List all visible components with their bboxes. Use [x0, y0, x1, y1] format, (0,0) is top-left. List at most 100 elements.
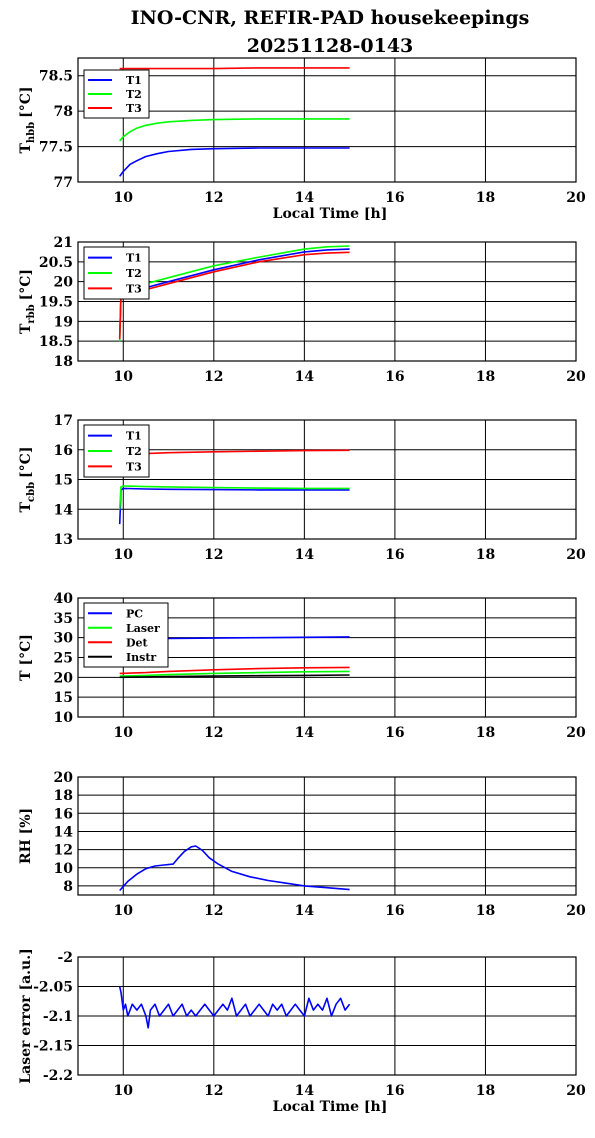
y-tick-label: 77.5	[39, 140, 73, 156]
y-tick-label: 15	[54, 473, 73, 489]
x-tick-label: 12	[204, 903, 223, 919]
x-tick-label: 10	[114, 903, 134, 919]
y-tick-label: 78	[54, 104, 73, 120]
plot-frame	[77, 419, 577, 540]
x-tick-label: 12	[204, 369, 223, 385]
x-tick-label: 20	[566, 1083, 586, 1099]
series-line-t2	[119, 118, 350, 142]
y-tick-label: 8	[63, 879, 73, 895]
x-tick-label: 14	[295, 190, 315, 206]
y-tick-label: 40	[54, 591, 74, 607]
y-tick-label: 19	[54, 314, 73, 330]
x-tick-label: 18	[476, 369, 495, 385]
x-tick-label: 20	[566, 725, 586, 741]
y-axis-label: T [°C]	[18, 634, 34, 681]
y-axis-label-main: T	[18, 143, 34, 154]
x-tick-label: 10	[114, 725, 134, 741]
series-line-t3	[123, 449, 350, 455]
x-tick-label: 10	[114, 547, 134, 563]
x-tick-label: 14	[295, 1083, 315, 1099]
y-tick-label: -2.2	[43, 1068, 73, 1084]
y-axis-label: Trbb [°C]	[18, 269, 37, 334]
x-tick-label: 10	[114, 190, 134, 206]
y-tick-label: 15	[54, 690, 73, 706]
y-tick-label: 35	[54, 611, 73, 627]
plot-frame	[77, 956, 577, 1076]
y-axis-label-main: T	[18, 323, 34, 334]
legend-label: PC	[126, 607, 143, 620]
x-tick-label: 12	[204, 1083, 223, 1099]
legend: T1 T2 T3	[83, 246, 150, 300]
legend-label: T3	[126, 282, 142, 295]
x-tick-label: 10	[114, 1083, 134, 1099]
y-tick-label: -2.15	[33, 1039, 73, 1055]
y-tick-label: 13	[54, 532, 73, 548]
figure-title-line2: 20251128-0143	[247, 35, 414, 57]
y-tick-label: -2	[57, 950, 73, 966]
x-tick-label: 18	[476, 725, 495, 741]
chart-panel-5: 8 10 12 14 16 18 20 10 12 14 16 18 20 RH [%]	[18, 770, 586, 919]
y-axis-label-subscript: rbb	[26, 304, 37, 323]
legend-label: T3	[126, 102, 142, 115]
y-axis-label-unit: [°C]	[18, 86, 34, 117]
legend-label: T2	[126, 445, 142, 458]
y-tick-label: 12	[54, 843, 73, 859]
y-axis-label-main: T	[18, 501, 34, 512]
y-tick-label: 20	[54, 275, 74, 291]
x-tick-label: 10	[114, 369, 134, 385]
y-axis-label-main: Laser error [a.u.]	[18, 948, 34, 1083]
x-tick-label: 14	[295, 547, 315, 563]
chart-panel-2: 18 18.5 19 19.5 20 20.5 21 10 12 14 16 18 20 Trbb [°C]…	[18, 235, 586, 385]
y-tick-label: 20	[54, 770, 74, 786]
y-tick-label: 30	[54, 631, 74, 647]
series-line-t1	[119, 147, 350, 177]
y-tick-label: 25	[54, 651, 73, 667]
x-tick-label: 20	[566, 369, 586, 385]
y-tick-label: 16	[54, 806, 73, 822]
y-tick-label: 18.5	[39, 334, 73, 350]
chart-panel-6: -2.2 -2.15 -2.1 -2.05 -2 10 12 14 16 18 20 Laser er…	[18, 948, 586, 1115]
y-tick-label: 20.5	[39, 255, 73, 271]
x-tick-label: 16	[385, 1083, 404, 1099]
y-axis-label-unit: [°C]	[18, 269, 34, 300]
x-tick-label: 18	[476, 1083, 495, 1099]
y-tick-label: 16	[54, 443, 73, 459]
plot-frame	[77, 241, 577, 362]
legend-label: Det	[126, 636, 149, 649]
legend-label: T1	[126, 74, 142, 87]
series-line-1	[118, 986, 351, 1029]
y-tick-label: 18	[54, 788, 73, 804]
y-tick-label: 18	[54, 354, 73, 370]
chart-panel-4: 10 15 20 25 30 35 40 10 12 14 16 18 20 T [°C] PC LaserD…	[18, 591, 586, 741]
plot-frame	[77, 776, 577, 896]
chart-panel-3: 13 14 15 16 17 10 12 14 16 18 20 Tcbb [°C] T1 T2 T3	[18, 413, 586, 563]
series-line-t1	[118, 487, 350, 525]
x-tick-label: 20	[566, 547, 586, 563]
x-tick-label: 14	[295, 725, 315, 741]
x-tick-label: 18	[476, 190, 495, 206]
x-tick-label: 12	[204, 190, 223, 206]
y-axis-label-subscript: hbb	[26, 122, 37, 143]
y-tick-label: -2.05	[33, 980, 73, 996]
x-tick-label: 14	[295, 369, 315, 385]
x-tick-label: 16	[385, 369, 404, 385]
legend-label: T2	[126, 267, 142, 280]
series-line-instr	[119, 674, 350, 679]
y-tick-label: 19.5	[39, 295, 73, 311]
legend-label: T1	[126, 252, 142, 265]
x-tick-label: 16	[385, 725, 404, 741]
series-line-1	[119, 845, 350, 892]
y-axis-label-main: RH [%]	[18, 808, 34, 864]
legend-label: Instr	[126, 651, 156, 664]
x-tick-label: 20	[566, 190, 586, 206]
legend-label: T2	[126, 88, 142, 101]
y-axis-label: Laser error [a.u.]	[18, 948, 34, 1083]
x-tick-label: 12	[204, 725, 223, 741]
legend-box	[83, 69, 150, 119]
y-tick-label: 10	[54, 861, 74, 877]
x-axis-label: Local Time [h]	[273, 1099, 388, 1115]
legend-label: Laser	[126, 622, 160, 635]
